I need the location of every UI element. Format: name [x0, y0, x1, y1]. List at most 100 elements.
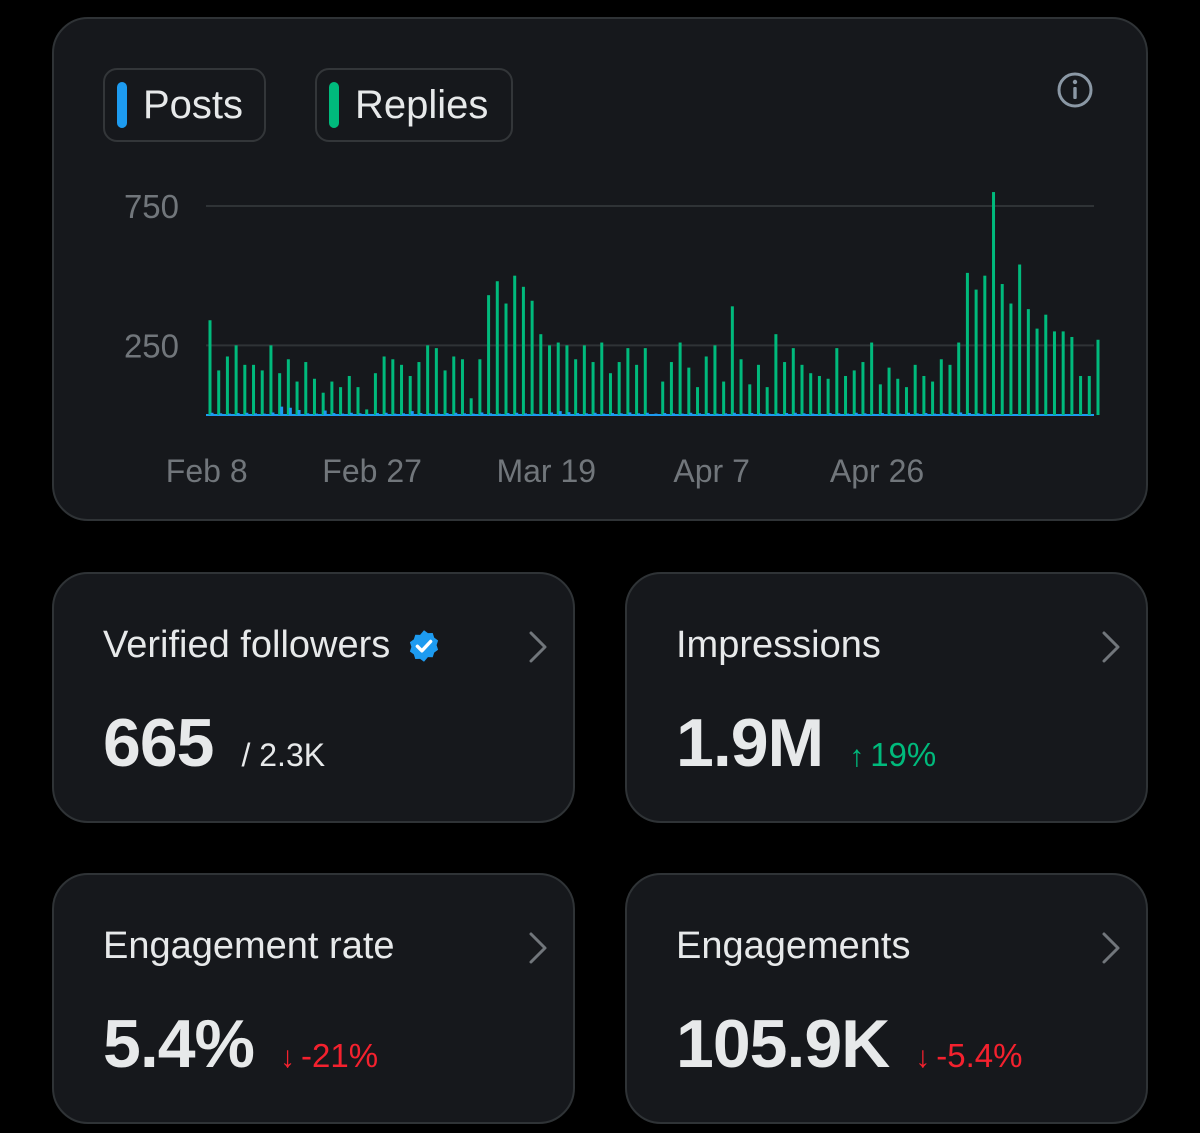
posts-bar[interactable]	[741, 413, 745, 415]
legend-posts-toggle[interactable]: Posts	[103, 68, 266, 142]
replies-bar[interactable]	[878, 384, 882, 415]
posts-bar[interactable]	[480, 412, 484, 415]
replies-bar[interactable]	[965, 272, 969, 415]
posts-bar[interactable]	[889, 413, 893, 415]
posts-bar[interactable]	[419, 413, 423, 415]
replies-bar[interactable]	[1044, 314, 1048, 415]
replies-bar[interactable]	[1079, 375, 1083, 415]
posts-bar[interactable]	[254, 413, 258, 415]
posts-bar[interactable]	[959, 412, 963, 415]
replies-bar[interactable]	[957, 342, 961, 415]
replies-bar[interactable]	[1052, 331, 1056, 415]
posts-bar[interactable]	[489, 413, 493, 415]
replies-bar[interactable]	[791, 348, 795, 415]
posts-bar[interactable]	[941, 413, 945, 415]
posts-bar[interactable]	[706, 413, 710, 415]
posts-bar[interactable]	[950, 412, 954, 415]
posts-bar[interactable]	[236, 413, 240, 415]
replies-bar[interactable]	[730, 306, 734, 415]
posts-bar[interactable]	[227, 413, 231, 415]
posts-bar[interactable]	[297, 409, 301, 415]
posts-bar[interactable]	[323, 410, 327, 415]
posts-bar[interactable]	[314, 413, 318, 415]
replies-bar[interactable]	[365, 409, 369, 415]
replies-bar[interactable]	[1000, 284, 1004, 415]
replies-bar[interactable]	[1026, 309, 1030, 415]
replies-bar[interactable]	[469, 398, 473, 415]
posts-bar[interactable]	[750, 413, 754, 415]
replies-bar[interactable]	[704, 356, 708, 415]
info-circle-icon[interactable]	[1056, 71, 1094, 109]
replies-bar[interactable]	[626, 348, 630, 415]
verified-followers-card[interactable]: Verified followers 665 / 2.3K	[52, 572, 575, 823]
replies-bar[interactable]	[913, 364, 917, 415]
posts-bar[interactable]	[924, 413, 928, 415]
posts-bar[interactable]	[210, 412, 214, 415]
replies-bar[interactable]	[635, 364, 639, 415]
replies-bar[interactable]	[722, 381, 726, 415]
posts-bar[interactable]	[654, 413, 658, 415]
replies-bar[interactable]	[748, 384, 752, 415]
posts-bar[interactable]	[698, 413, 702, 415]
legend-replies-toggle[interactable]: Replies	[315, 68, 513, 142]
posts-bar[interactable]	[689, 412, 693, 415]
replies-bar[interactable]	[460, 359, 464, 415]
replies-bar[interactable]	[295, 381, 299, 415]
posts-bar[interactable]	[219, 413, 223, 415]
replies-bar[interactable]	[800, 364, 804, 415]
posts-bar[interactable]	[967, 413, 971, 415]
replies-bar[interactable]	[504, 303, 508, 415]
replies-bar[interactable]	[826, 378, 830, 415]
replies-bar[interactable]	[870, 342, 874, 415]
posts-bar[interactable]	[854, 412, 858, 415]
posts-bar[interactable]	[584, 413, 588, 415]
replies-bar[interactable]	[252, 364, 256, 415]
posts-bar[interactable]	[332, 413, 336, 415]
posts-bar[interactable]	[341, 413, 345, 415]
replies-bar[interactable]	[861, 362, 865, 415]
replies-bar[interactable]	[478, 359, 482, 415]
replies-bar[interactable]	[617, 362, 621, 415]
posts-bar[interactable]	[280, 406, 284, 415]
posts-bar[interactable]	[732, 412, 736, 415]
replies-bar[interactable]	[243, 364, 247, 415]
posts-bar[interactable]	[985, 413, 989, 415]
posts-bar[interactable]	[776, 413, 780, 415]
replies-bar[interactable]	[669, 362, 673, 415]
replies-bar[interactable]	[373, 373, 377, 415]
posts-bar[interactable]	[645, 412, 649, 415]
posts-bar[interactable]	[663, 413, 667, 415]
posts-bar[interactable]	[872, 413, 876, 415]
replies-bar[interactable]	[600, 342, 604, 415]
replies-bar[interactable]	[974, 289, 978, 415]
replies-bar[interactable]	[713, 345, 717, 415]
posts-bar[interactable]	[619, 413, 623, 415]
replies-bar[interactable]	[608, 373, 612, 415]
posts-bar[interactable]	[811, 413, 815, 415]
impressions-card[interactable]: Impressions 1.9M ↑ 19%	[625, 572, 1148, 823]
replies-bar[interactable]	[1018, 264, 1022, 415]
replies-bar[interactable]	[774, 334, 778, 415]
replies-bar[interactable]	[904, 387, 908, 415]
posts-bar[interactable]	[462, 413, 466, 415]
replies-bar[interactable]	[765, 387, 769, 415]
posts-bar[interactable]	[523, 413, 527, 415]
posts-bar[interactable]	[602, 413, 606, 415]
replies-bar[interactable]	[391, 359, 395, 415]
posts-bar[interactable]	[933, 413, 937, 415]
posts-bar[interactable]	[637, 413, 641, 415]
posts-bar[interactable]	[262, 413, 266, 415]
replies-bar[interactable]	[495, 281, 499, 415]
replies-bar[interactable]	[487, 295, 491, 415]
posts-bar[interactable]	[550, 412, 554, 415]
replies-bar[interactable]	[217, 370, 221, 415]
replies-bar[interactable]	[983, 275, 987, 415]
posts-bar[interactable]	[793, 412, 797, 415]
replies-bar[interactable]	[260, 370, 264, 415]
posts-bar[interactable]	[288, 407, 292, 415]
posts-bar[interactable]	[828, 413, 832, 415]
replies-bar[interactable]	[556, 342, 560, 415]
posts-bar[interactable]	[767, 413, 771, 415]
posts-bar[interactable]	[976, 413, 980, 415]
posts-bar[interactable]	[358, 413, 362, 415]
